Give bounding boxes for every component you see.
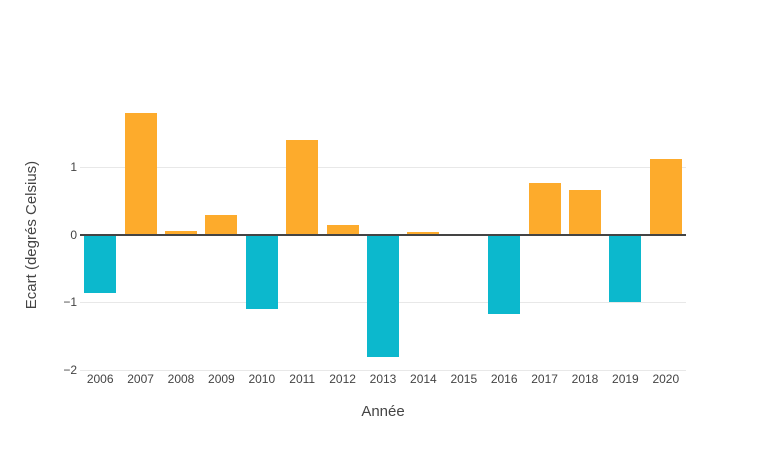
y-tick-label: 0	[70, 227, 77, 242]
x-tick-label: 2019	[612, 372, 639, 386]
bar-2011	[286, 140, 319, 235]
zero-line	[80, 234, 686, 236]
bar-2018	[569, 189, 601, 235]
bar-2013	[367, 234, 399, 357]
x-tick-label: 2011	[289, 372, 316, 386]
y-tick-label: −1	[63, 295, 77, 309]
bar-2016	[488, 234, 521, 314]
x-tick-label: 2016	[490, 372, 518, 386]
bar-2006	[84, 234, 117, 294]
y-tick-label: −2	[63, 362, 77, 377]
x-tick-label: 2010	[248, 372, 276, 386]
plot-area	[80, 100, 686, 371]
x-tick-label: 2018	[571, 372, 599, 386]
bar-2017	[528, 183, 561, 235]
bar-2020	[649, 158, 682, 235]
x-tick-label: 2020	[652, 372, 680, 386]
y-tick-label: 1	[70, 160, 77, 174]
x-tick-label: 2009	[208, 372, 235, 386]
x-tick-label: 2007	[127, 372, 154, 386]
bar-2014	[407, 231, 440, 235]
x-tick-label: 2008	[167, 372, 195, 386]
bar-2008	[165, 231, 197, 235]
x-tick-label: 2013	[369, 372, 397, 386]
bar-2019	[609, 234, 642, 302]
bar-2012	[326, 225, 359, 235]
x-tick-label: 2015	[450, 372, 478, 386]
gridline	[80, 167, 686, 168]
bar-2010	[245, 234, 278, 310]
x-tick-label: 2012	[329, 372, 356, 386]
bar-2009	[205, 214, 238, 235]
x-tick-label: 2006	[86, 372, 114, 386]
x-tick-label: 2014	[410, 372, 437, 386]
x-tick-label: 2017	[531, 372, 558, 386]
x-axis-title: Année	[361, 403, 405, 420]
bar-2007	[124, 113, 157, 235]
gridline	[80, 369, 686, 371]
